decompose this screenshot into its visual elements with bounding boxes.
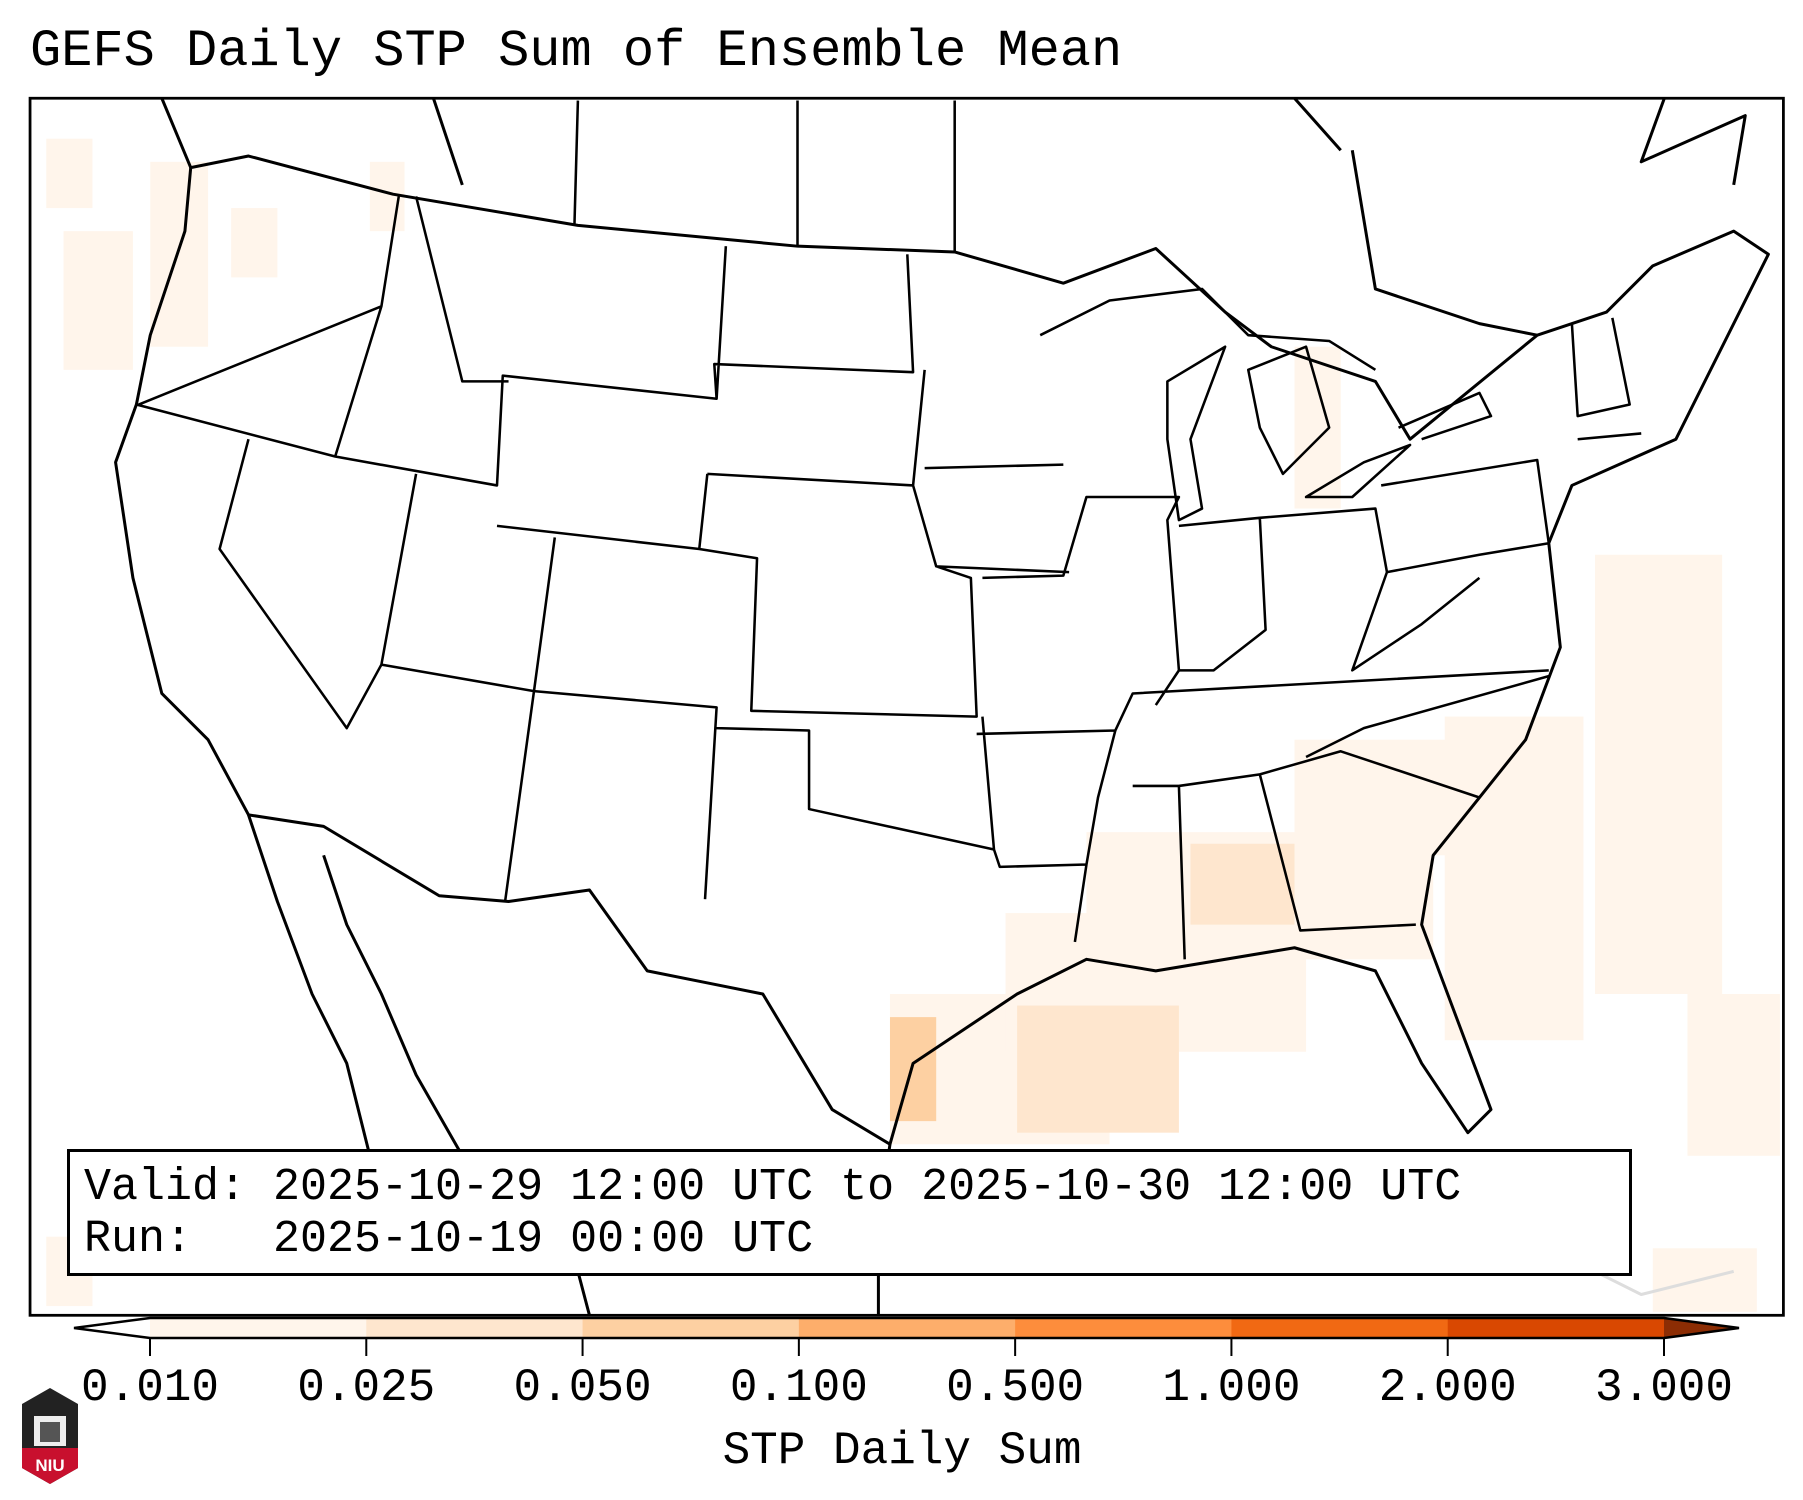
colorbar-segment [150,1318,367,1338]
colorbar-over-extension [1664,1318,1739,1338]
colorbar-tick-label: 0.010 [80,1362,220,1414]
colorbar-segment [1447,1318,1665,1338]
colorbar [73,1316,1740,1356]
colorbar-tick-label: 3.000 [1594,1362,1734,1414]
colorbar-label: STP Daily Sum [722,1425,1082,1477]
colorbar-under-extension [74,1318,150,1338]
colorbar-tick-label: 2.000 [1378,1362,1517,1414]
niu-logo: NIU [22,1388,78,1484]
great-lakes [1039,287,1493,522]
colorbar-segment [1231,1318,1449,1338]
valid-time-box: Valid: 2025-10-29 12:00 UTC to 2025-10-3… [67,1149,1632,1276]
colorbar-tick-label: 0.100 [729,1362,868,1414]
svg-text:NIU: NIU [35,1456,64,1475]
colorbar-segment [798,1318,1016,1338]
stp-shading [46,138,1780,1312]
map-title: GEFS Daily STP Sum of Ensemble Mean [30,22,1123,81]
colorbar-tick-label: 0.025 [297,1362,436,1414]
colorbar-tick-label: 1.000 [1162,1362,1301,1414]
run-line: Run: 2025-10-19 00:00 UTC [84,1214,814,1265]
colorbar-segment [582,1318,800,1338]
colorbar-segment [366,1318,584,1338]
state-borders [136,100,1642,960]
map-frame [28,96,1785,1317]
colorbar-segment [1015,1318,1232,1338]
valid-line: Valid: 2025-10-29 12:00 UTC to 2025-10-3… [84,1162,1462,1213]
colorbar-tick-label: 0.050 [513,1362,652,1414]
canada-coast [160,97,1747,337]
colorbar-tick-label: 0.500 [946,1362,1085,1414]
